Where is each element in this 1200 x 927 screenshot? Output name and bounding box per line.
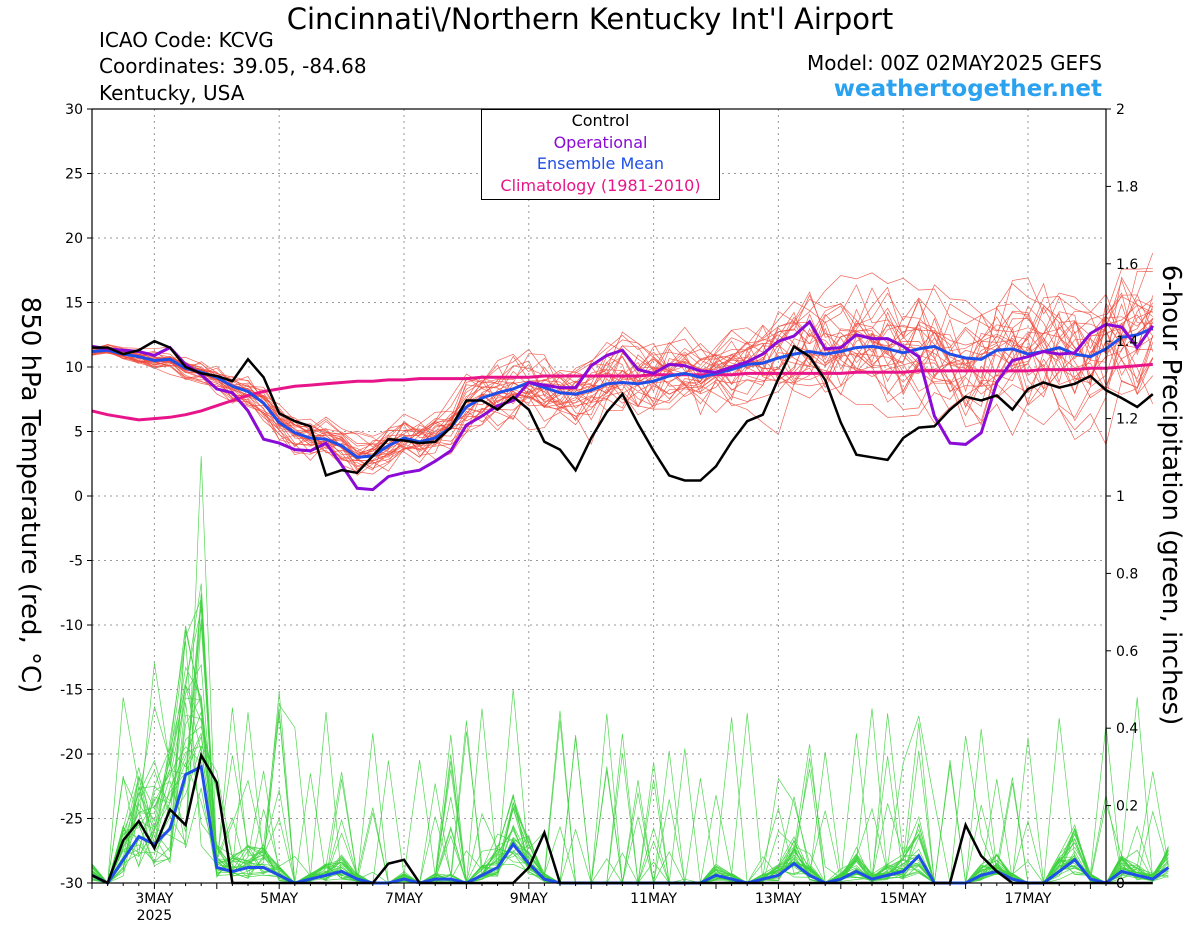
y-tick-label: -25 [60,812,83,828]
y-axis-label-right: 6-hour Precipitation (green, inches) [1156,264,1186,726]
precip-member-line [91,703,1169,884]
temperature-member-line [91,316,1154,450]
legend-operational: Operational [553,132,648,152]
x-tick-label: 17MAY [1005,891,1052,907]
y-tick-label: 5 [74,425,83,441]
y-tick-label: 20 [65,231,83,247]
precip-member-line [91,713,1169,884]
y2-tick-label: 2 [1116,102,1125,118]
precip-member-line [91,685,1169,884]
y2-tick-label: 0.8 [1116,566,1138,582]
y2-tick-label: 1 [1116,489,1125,505]
temperature-member-line [91,270,1153,458]
grid-lines [92,109,1106,883]
ensemble-members [91,252,1169,884]
temp-ensemble-mean-line [91,326,1154,459]
y2-tick-label: 0.6 [1116,644,1138,660]
x-tick-sublabel: 2025 [137,908,173,924]
precip-member-line [91,602,1169,884]
legend-climatology: Climatology (1981-2010) [500,175,701,195]
temperature-member-line [91,276,1153,459]
x-tick-label: 11MAY [630,891,677,907]
y2-tick-label: 1.6 [1116,257,1138,273]
legend-ensemble-mean: Ensemble Mean [536,154,665,173]
precip-member-line [91,599,1169,884]
y-axis-label-left: 850 hPa Temperature (red, °C) [15,296,45,694]
x-tick-label: 9MAY [510,891,548,907]
x-tick-label: 3MAY [135,891,173,907]
temp-operational-line [91,319,1155,492]
legend: Control Operational Ensemble Mean Climat… [481,109,720,200]
y2-tick-label: 1.2 [1116,412,1138,428]
y2-tick-label: 0.2 [1116,799,1138,815]
y2-tick-label: 0.4 [1116,721,1138,737]
coordinates: Coordinates: 39.05, -84.68 [99,54,367,78]
x-tick-label: 13MAY [755,891,802,907]
y-tick-label: 10 [65,360,83,376]
precip-member-line [91,593,1169,884]
temperature-member-line [91,310,1153,468]
temperature-member-line [91,295,1154,454]
y2-tick-label: 0 [1116,876,1125,892]
site-link[interactable]: weathertogether.net [833,76,1102,102]
y-tick-label: 30 [65,102,83,118]
temperature-member-line [91,298,1154,447]
y2-tick-label: 1.8 [1116,179,1138,195]
y-tick-label: -10 [60,618,83,634]
temp-control-line [92,339,1154,482]
y-tick-label: 15 [65,296,83,312]
temperature-member-line [91,297,1153,467]
y2-tick-label: 1.4 [1116,334,1138,350]
x-tick-label: 15MAY [880,891,927,907]
y-tick-label: -5 [69,554,83,570]
temperature-member-line [91,304,1154,453]
y-tick-label: -15 [60,683,83,699]
y-tick-label: 0 [74,489,83,505]
axes: 302520151050-5-10-15-20-25-3021.81.61.41… [60,102,1138,924]
temperature-member-line [91,277,1153,456]
x-tick-label: 7MAY [385,891,423,907]
y-tick-label: -30 [60,876,83,892]
region: Kentucky, USA [99,81,245,105]
precip-member-line [91,608,1169,884]
precip-member-line [91,702,1169,884]
legend-control: Control [571,111,630,130]
plot-frame [91,108,1107,884]
model-run: Model: 00Z 02MAY2025 GEFS [807,51,1102,75]
y-tick-label: 25 [65,167,83,183]
icao-code: ICAO Code: KCVG [99,28,274,52]
chart-title: Cincinnati\/Northern Kentucky Int'l Airp… [286,2,894,36]
x-tick-label: 5MAY [260,891,298,907]
y-tick-label: -20 [60,747,83,763]
